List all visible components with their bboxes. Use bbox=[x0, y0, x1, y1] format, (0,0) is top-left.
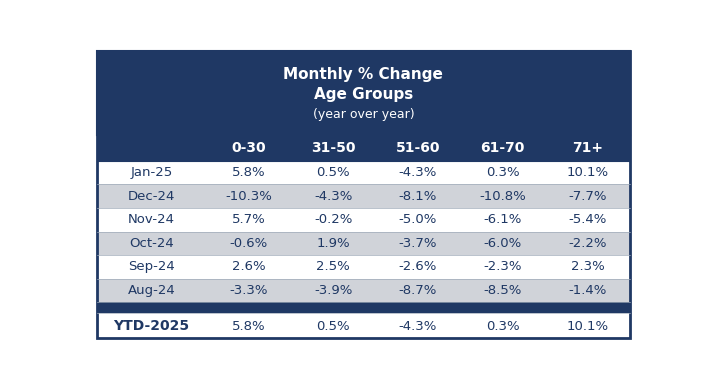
Text: -8.5%: -8.5% bbox=[484, 284, 522, 297]
Text: Oct-24: Oct-24 bbox=[129, 237, 174, 250]
Text: -6.1%: -6.1% bbox=[484, 213, 522, 226]
Text: 10.1%: 10.1% bbox=[566, 320, 608, 333]
Text: -4.3%: -4.3% bbox=[398, 166, 437, 179]
Text: -2.2%: -2.2% bbox=[568, 237, 607, 250]
Text: 0-30: 0-30 bbox=[231, 141, 266, 155]
Text: 61-70: 61-70 bbox=[481, 141, 525, 155]
Text: -4.3%: -4.3% bbox=[314, 190, 352, 203]
Text: 51-60: 51-60 bbox=[396, 141, 440, 155]
Text: 2.6%: 2.6% bbox=[232, 260, 265, 273]
Text: -7.7%: -7.7% bbox=[568, 190, 607, 203]
Text: 0.5%: 0.5% bbox=[316, 320, 350, 333]
Text: 0.5%: 0.5% bbox=[316, 166, 350, 179]
Bar bbox=[97, 136, 630, 161]
Text: 31-50: 31-50 bbox=[311, 141, 355, 155]
Text: -2.3%: -2.3% bbox=[484, 260, 522, 273]
Text: -6.0%: -6.0% bbox=[484, 237, 522, 250]
Text: -2.6%: -2.6% bbox=[398, 260, 437, 273]
Text: YTD-2025: YTD-2025 bbox=[113, 320, 189, 333]
Text: -5.0%: -5.0% bbox=[398, 213, 437, 226]
Text: 2.5%: 2.5% bbox=[316, 260, 350, 273]
Text: -8.7%: -8.7% bbox=[398, 284, 437, 297]
Text: -3.7%: -3.7% bbox=[398, 237, 437, 250]
Text: 5.8%: 5.8% bbox=[232, 166, 265, 179]
Text: 1.9%: 1.9% bbox=[316, 237, 350, 250]
Text: Sep-24: Sep-24 bbox=[128, 260, 175, 273]
Text: Aug-24: Aug-24 bbox=[128, 284, 175, 297]
Bar bbox=[97, 51, 630, 136]
Bar bbox=[97, 161, 630, 184]
Text: 2.3%: 2.3% bbox=[571, 260, 604, 273]
Bar bbox=[97, 184, 630, 208]
Text: -10.3%: -10.3% bbox=[225, 190, 272, 203]
Text: Monthly % Change: Monthly % Change bbox=[284, 67, 443, 82]
Bar bbox=[97, 255, 630, 279]
Text: -10.8%: -10.8% bbox=[479, 190, 526, 203]
Text: -0.2%: -0.2% bbox=[314, 213, 352, 226]
Bar bbox=[97, 208, 630, 231]
Text: (year over year): (year over year) bbox=[313, 108, 414, 121]
Text: 10.1%: 10.1% bbox=[566, 166, 608, 179]
Text: Dec-24: Dec-24 bbox=[128, 190, 175, 203]
Text: 5.7%: 5.7% bbox=[232, 213, 265, 226]
Text: -4.3%: -4.3% bbox=[398, 320, 437, 333]
Text: Jan-25: Jan-25 bbox=[130, 166, 172, 179]
Bar bbox=[97, 279, 630, 302]
Bar bbox=[97, 302, 630, 313]
Bar bbox=[97, 313, 630, 340]
Text: -3.3%: -3.3% bbox=[229, 284, 268, 297]
Text: 0.3%: 0.3% bbox=[486, 320, 520, 333]
Text: 71+: 71+ bbox=[572, 141, 603, 155]
Text: Nov-24: Nov-24 bbox=[128, 213, 175, 226]
Text: -8.1%: -8.1% bbox=[398, 190, 437, 203]
Text: -1.4%: -1.4% bbox=[569, 284, 607, 297]
Text: 0.3%: 0.3% bbox=[486, 166, 520, 179]
Text: 5.8%: 5.8% bbox=[232, 320, 265, 333]
Text: -3.9%: -3.9% bbox=[314, 284, 352, 297]
Bar bbox=[97, 231, 630, 255]
Text: -5.4%: -5.4% bbox=[569, 213, 607, 226]
Text: Age Groups: Age Groups bbox=[314, 87, 413, 102]
Text: -0.6%: -0.6% bbox=[230, 237, 267, 250]
